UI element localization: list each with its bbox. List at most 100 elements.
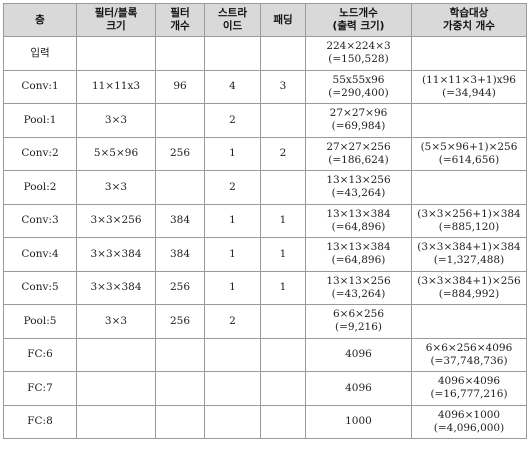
cell-filter-count: 256 (155, 304, 205, 339)
cell-padding: 1 (260, 203, 306, 238)
cell-node-count: 1000 (305, 404, 412, 439)
cell-layer-name: Pool:5 (3, 304, 77, 339)
cell-filter-count: 384 (155, 203, 205, 238)
cell-layer-name: Conv:2 (3, 136, 77, 171)
cell-filter-size (76, 36, 156, 71)
cell-layer-name: Conv:5 (3, 270, 77, 305)
cell-filter-count (155, 404, 205, 439)
cell-padding (260, 103, 306, 138)
cell-stride: 4 (204, 69, 261, 104)
table-row: Pool:1 3×3 2 27×27×96 (=69,984) (3, 103, 527, 138)
cell-padding (260, 304, 306, 339)
cell-weight-count: (11×11×3+1)x96 (=34,944) (411, 69, 527, 104)
cell-node-count: 13×13×384 (=64,896) (305, 203, 412, 238)
cell-filter-size: 3×3 (76, 103, 156, 138)
table-row: Pool:5 3×3 256 2 6×6×256 (=9,216) (3, 304, 527, 339)
header-filter-count: 필터 개수 (155, 3, 205, 37)
cell-filter-count (155, 337, 205, 372)
cell-layer-name: Conv:3 (3, 203, 77, 238)
cell-filter-count: 384 (155, 237, 205, 272)
cell-weight-count: (5×5×96+1)×256 (=614,656) (411, 136, 527, 171)
header-row: 층 필터/블록 크기 필터 개수 스트라 이드 패딩 노드개수 (출력 크기) … (3, 3, 527, 37)
cell-node-count: 224×224×3 (=150,528) (305, 36, 412, 71)
cell-stride: 2 (204, 304, 261, 339)
cell-filter-size: 3×3 (76, 170, 156, 205)
cell-filter-size: 3×3×384 (76, 270, 156, 305)
cell-padding (260, 170, 306, 205)
cell-weight-count: (3×3×384+1)×256 (=884,992) (411, 270, 527, 305)
cell-weight-count: (3×3×256+1)×384 (=885,120) (411, 203, 527, 238)
table-row: FC:7 4096 4096×4096 (=16,777,216) (3, 371, 527, 406)
cell-node-count: 6×6×256 (=9,216) (305, 304, 412, 339)
table-row: Conv:1 11×11x3 96 4 3 55x55x96 (=290,400) (11×… (3, 69, 527, 104)
cell-weight-count: 4096×1000 (=4,096,000) (411, 404, 527, 439)
cell-filter-count (155, 170, 205, 205)
cell-filter-size: 3×3×384 (76, 237, 156, 272)
cell-node-count: 27×27×256 (=186,624) (305, 136, 412, 171)
cell-stride (204, 371, 261, 406)
cell-filter-size: 3×3×256 (76, 203, 156, 238)
cell-padding: 1 (260, 237, 306, 272)
cell-layer-name: Conv:1 (3, 69, 77, 104)
table-row: Conv:3 3×3×256 384 1 1 13×13×384 (=64,896) (3×… (3, 203, 527, 238)
table-row: 입력 224×224×3 (=150,528) (3, 36, 527, 71)
cell-filter-count (155, 103, 205, 138)
table-body: 입력 224×224×3 (=150,528) Conv:1 11×11x3 96 4 3 5… (3, 36, 527, 439)
cell-stride: 1 (204, 203, 261, 238)
cell-filter-size: 5×5×96 (76, 136, 156, 171)
cell-layer-name: 입력 (3, 36, 77, 71)
cell-padding: 2 (260, 136, 306, 171)
cell-node-count: 13×13×384 (=64,896) (305, 237, 412, 272)
cell-stride: 2 (204, 103, 261, 138)
cell-node-count: 4096 (305, 337, 412, 372)
cell-weight-count (411, 170, 527, 205)
header-stride: 스트라 이드 (204, 3, 261, 37)
table-row: Conv:4 3×3×384 384 1 1 13×13×384 (=64,896) (3×… (3, 237, 527, 272)
cell-stride (204, 404, 261, 439)
cell-filter-count (155, 36, 205, 71)
cell-node-count: 13×13×256 (=43,264) (305, 270, 412, 305)
header-weight-count: 학습대상 가중치 개수 (411, 3, 527, 37)
cell-filter-size (76, 371, 156, 406)
cell-weight-count: 4096×4096 (=16,777,216) (411, 371, 527, 406)
cell-filter-count: 256 (155, 136, 205, 171)
cell-filter-size: 3×3 (76, 304, 156, 339)
cell-stride: 2 (204, 170, 261, 205)
cell-filter-count: 96 (155, 69, 205, 104)
cell-layer-name: Pool:1 (3, 103, 77, 138)
table-row: Conv:5 3×3×384 256 1 1 13×13×256 (=43,264) (3×… (3, 270, 527, 305)
cell-stride: 1 (204, 270, 261, 305)
cnn-architecture-table: 층 필터/블록 크기 필터 개수 스트라 이드 패딩 노드개수 (출력 크기) … (3, 3, 527, 439)
header-padding: 패딩 (260, 3, 306, 37)
cell-weight-count: (3×3×384+1)×384 (=1,327,488) (411, 237, 527, 272)
header-node-count: 노드개수 (출력 크기) (305, 3, 412, 37)
cell-filter-size: 11×11x3 (76, 69, 156, 104)
cell-stride (204, 337, 261, 372)
cell-padding (260, 36, 306, 71)
cell-weight-count: 6×6×256×4096 (=37,748,736) (411, 337, 527, 372)
cell-stride: 1 (204, 237, 261, 272)
cell-layer-name: Conv:4 (3, 237, 77, 272)
header-filter-size: 필터/블록 크기 (76, 3, 156, 37)
cell-weight-count (411, 36, 527, 71)
cell-padding (260, 404, 306, 439)
cell-padding (260, 337, 306, 372)
cell-layer-name: FC:6 (3, 337, 77, 372)
cell-padding: 3 (260, 69, 306, 104)
cell-filter-count: 256 (155, 270, 205, 305)
cell-filter-size (76, 404, 156, 439)
cell-node-count: 27×27×96 (=69,984) (305, 103, 412, 138)
cell-weight-count (411, 304, 527, 339)
cell-filter-count (155, 371, 205, 406)
header-layer: 층 (3, 3, 77, 37)
cell-layer-name: FC:7 (3, 371, 77, 406)
cell-node-count: 4096 (305, 371, 412, 406)
cell-padding: 1 (260, 270, 306, 305)
table-row: FC:6 4096 6×6×256×4096 (=37,748,736) (3, 337, 527, 372)
cell-stride: 1 (204, 136, 261, 171)
cell-padding (260, 371, 306, 406)
table-row: Pool:2 3×3 2 13×13×256 (=43,264) (3, 170, 527, 205)
cell-layer-name: Pool:2 (3, 170, 77, 205)
table-row: Conv:2 5×5×96 256 1 2 27×27×256 (=186,624) (5×… (3, 136, 527, 171)
cell-stride (204, 36, 261, 71)
